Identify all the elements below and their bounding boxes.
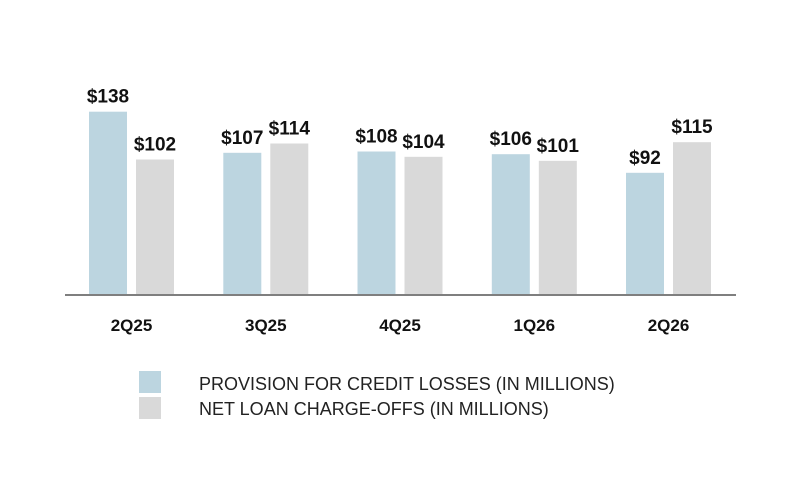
bar-charge-offs-4q25 [404, 156, 443, 295]
bar-charge-offs-2q26 [673, 142, 711, 295]
value-label-charge-offs-3q25: $114 [269, 119, 311, 140]
legend-label-provision: PROVISION FOR CREDIT LOSSES (IN MILLIONS… [199, 374, 615, 394]
value-labels-group: $138 $102 $107 $114 $108 $104 $106 $101 $92 $115 [87, 87, 713, 169]
category-label-4q25: 4Q25 [379, 316, 421, 335]
bar-charge-offs-2q25 [136, 159, 174, 295]
category-label-3q25: 3Q25 [245, 316, 287, 335]
value-label-provision-1q26: $106 [490, 129, 532, 150]
value-label-charge-offs-1q26: $101 [537, 136, 580, 157]
bar-charge-offs-1q26 [538, 160, 577, 295]
value-label-charge-offs-2q26: $115 [671, 117, 713, 138]
value-label-provision-4q25: $108 [355, 127, 397, 148]
bar-provision-4q25 [357, 151, 396, 295]
legend-swatch-charge-offs [139, 397, 161, 419]
category-label-1q26: 1Q26 [514, 316, 556, 335]
bar-provision-1q26 [491, 154, 530, 295]
category-labels-group: 2Q25 3Q25 4Q25 1Q26 2Q26 [111, 316, 690, 335]
category-label-2q26: 2Q26 [648, 316, 690, 335]
value-label-charge-offs-4q25: $104 [402, 132, 445, 153]
value-label-provision-2q26: $92 [629, 148, 661, 169]
category-label-2q25: 2Q25 [111, 316, 153, 335]
legend: PROVISION FOR CREDIT LOSSES (IN MILLIONS… [139, 371, 615, 419]
value-label-charge-offs-2q25: $102 [134, 135, 176, 156]
bar-provision-2q26 [626, 172, 664, 295]
bar-provision-2q25 [89, 111, 127, 295]
bars-group [89, 111, 711, 295]
legend-swatch-provision [139, 371, 161, 393]
bar-charge-offs-3q25 [270, 143, 309, 295]
bar-provision-3q25 [223, 152, 262, 295]
value-label-provision-3q25: $107 [221, 128, 263, 149]
value-label-provision-2q25: $138 [87, 87, 129, 108]
legend-label-charge-offs: NET LOAN CHARGE-OFFS (IN MILLIONS) [199, 399, 549, 419]
